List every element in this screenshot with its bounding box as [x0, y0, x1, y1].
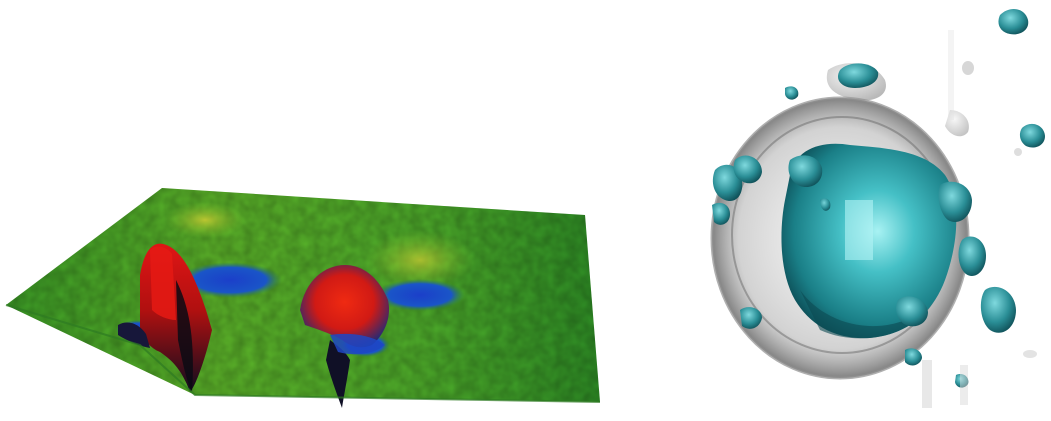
cyan-blob	[958, 236, 986, 276]
spike-base	[118, 322, 150, 348]
cyan-blob	[733, 155, 762, 184]
core-shading	[800, 290, 925, 339]
hill-peak	[300, 265, 390, 348]
yellow-ridge	[365, 230, 475, 290]
grey-particle	[962, 61, 974, 75]
surface-plot-canvas	[5, 188, 601, 408]
cyan-blob	[820, 198, 831, 211]
core-highlight	[845, 200, 873, 260]
shell-bump	[945, 110, 969, 137]
cyan-blob	[980, 286, 1016, 333]
cyan-blob	[938, 181, 972, 222]
grey-particle	[1023, 350, 1037, 358]
spike-ridge	[150, 246, 176, 320]
cyan-blob	[905, 348, 922, 366]
hill-blue-skirt	[330, 333, 385, 355]
hill-dip	[326, 340, 350, 408]
cyan-blob	[785, 86, 799, 100]
grey-streak	[922, 360, 932, 408]
cyan-blob	[896, 296, 928, 327]
surface-front-edge	[5, 304, 601, 403]
volume-render	[700, 0, 1051, 421]
cyan-blob	[837, 63, 879, 88]
cyan-blob	[788, 155, 823, 188]
grey-streak	[948, 30, 954, 120]
blue-trough	[375, 279, 465, 311]
cyan-blob	[998, 8, 1029, 35]
volume-render-canvas	[710, 8, 1045, 408]
surface-texture	[6, 188, 600, 402]
cyan-blob	[712, 202, 730, 225]
blue-trough	[178, 262, 282, 298]
grey-particle	[1014, 148, 1022, 156]
spike-shadow	[176, 280, 193, 392]
surface-plot	[0, 170, 620, 420]
cyan-blob	[740, 307, 762, 329]
yellow-ridge	[165, 202, 245, 238]
cyan-blob	[1019, 123, 1045, 148]
grey-streak	[960, 365, 968, 405]
